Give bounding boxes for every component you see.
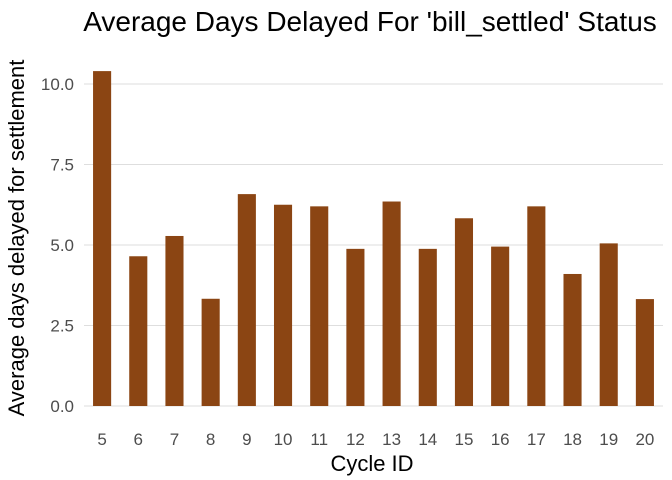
bar-cycle-13 xyxy=(382,201,401,406)
x-tick-label: 6 xyxy=(134,430,143,449)
x-tick-label: 12 xyxy=(346,430,365,449)
bar-cycle-8 xyxy=(201,298,220,406)
bar-cycle-14 xyxy=(418,248,437,406)
x-tick-label: 8 xyxy=(206,430,215,449)
y-tick-label: 0.0 xyxy=(50,397,74,416)
x-tick-label: 16 xyxy=(491,430,510,449)
x-tick-label: 11 xyxy=(310,430,328,449)
x-tick-label: 18 xyxy=(563,430,582,449)
x-tick-label: 10 xyxy=(274,430,293,449)
bar-cycle-17 xyxy=(527,206,546,406)
bar-cycle-15 xyxy=(454,218,474,406)
bar-cycle-16 xyxy=(491,246,510,406)
x-tick-label: 13 xyxy=(382,430,401,449)
bar-cycle-6 xyxy=(129,256,148,406)
y-tick-label: 2.5 xyxy=(50,316,74,335)
x-tick-label: 19 xyxy=(599,430,618,449)
bar-cycle-18 xyxy=(563,273,582,406)
bar-cycle-7 xyxy=(165,235,184,406)
x-tick-label: 17 xyxy=(527,430,546,449)
y-tick-label: 10.0 xyxy=(41,75,74,94)
x-tick-label: 5 xyxy=(97,430,106,449)
x-axis-ticks: 5 6 7 8 9 10 11 12 13 14 15 16 17 18 19 20 xyxy=(97,430,654,449)
bar-cycle-20 xyxy=(635,299,654,406)
bar-cycle-12 xyxy=(346,248,365,406)
y-tick-label: 5.0 xyxy=(50,236,74,255)
x-tick-label: 7 xyxy=(170,430,179,449)
y-axis-ticks: 0.0 2.5 5.0 7.5 10.0 xyxy=(41,75,74,416)
bar-cycle-11 xyxy=(310,206,329,406)
x-tick-label: 15 xyxy=(455,430,474,449)
y-axis-title: Average days delayed for settlement xyxy=(4,60,29,417)
x-tick-label: 9 xyxy=(242,430,251,449)
x-tick-label: 14 xyxy=(418,430,437,449)
y-tick-label: 7.5 xyxy=(50,155,74,174)
bar-cycle-10 xyxy=(273,204,293,406)
bar-cycle-9 xyxy=(237,194,256,406)
bar-cycle-5 xyxy=(93,71,112,406)
chart-title: Average Days Delayed For 'bill_settled' … xyxy=(83,6,657,37)
x-axis-title: Cycle ID xyxy=(330,451,413,476)
x-tick-label: 20 xyxy=(635,430,654,449)
bars xyxy=(93,71,654,406)
bar-cycle-19 xyxy=(599,243,618,406)
